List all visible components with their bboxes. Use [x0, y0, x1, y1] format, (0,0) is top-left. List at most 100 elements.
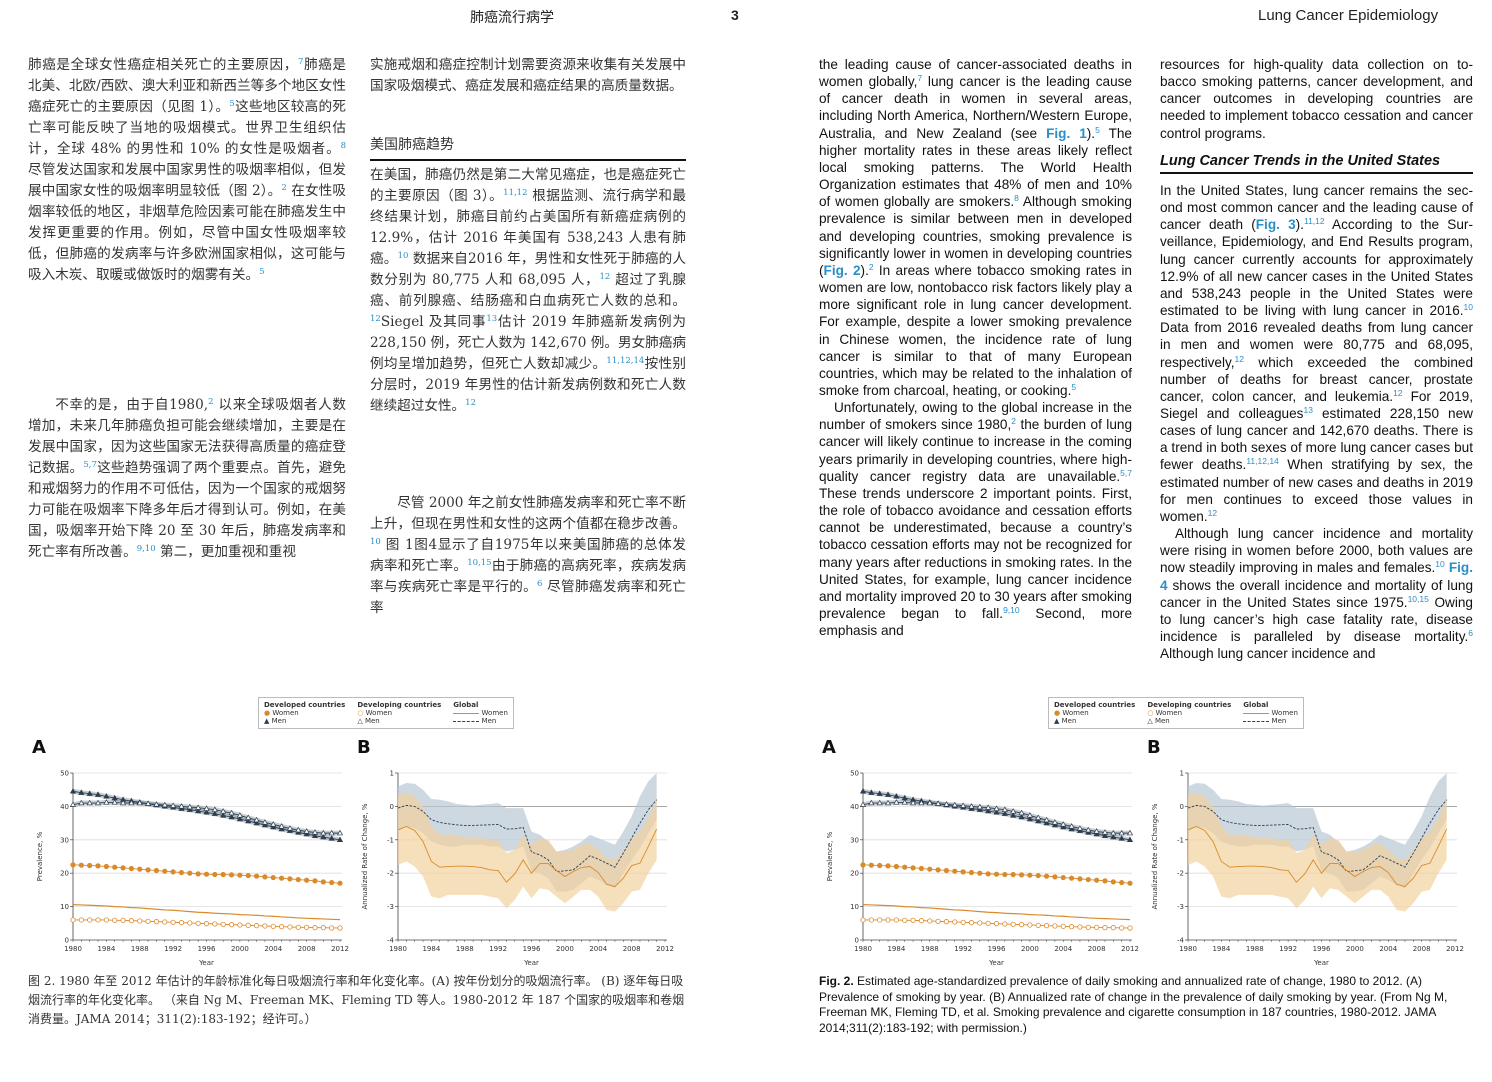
triangle-marker: [336, 836, 344, 842]
y-tick-label: 20: [850, 870, 859, 878]
circle-marker: [228, 872, 235, 878]
x-tick-label: 2008: [1413, 945, 1431, 953]
solid-line-icon: [453, 712, 480, 714]
citation-ref[interactable]: 10: [1463, 302, 1473, 313]
citation-ref[interactable]: 10,15: [467, 558, 492, 568]
citation-ref[interactable]: 7: [297, 57, 304, 67]
x-tick-label: 1980: [64, 945, 82, 953]
circle-marker: [935, 918, 941, 924]
x-tick-label: 1988: [921, 945, 939, 953]
citation-ref[interactable]: 12: [370, 314, 381, 324]
circle-marker: [312, 878, 318, 884]
circle-marker: [952, 919, 958, 925]
citation-ref[interactable]: 11,12,14: [606, 356, 645, 366]
triangle-marker: [86, 799, 93, 806]
citation-ref[interactable]: 5: [259, 267, 265, 277]
x-tick-label: 1984: [97, 945, 115, 953]
triangle-marker: [220, 812, 227, 818]
dashed-line-icon: [453, 720, 480, 722]
citation-ref[interactable]: 7: [917, 73, 923, 84]
zh-paragraph: 肺癌是全球女性癌症相关死亡的主要原因，7肺癌是北美、北欧/西欧、澳大利亚和新西兰…: [28, 57, 347, 283]
citation-ref[interactable]: 2: [208, 397, 214, 407]
zh-paragraph: 实施戒烟和癌症控制计划需要资源来收集有关发展中国家吸烟模式、癌症发展和癌症结果的…: [370, 57, 686, 94]
x-tick-label: 1988: [1246, 945, 1264, 953]
citation-ref[interactable]: 13: [486, 314, 498, 324]
triangle-marker: [186, 803, 193, 810]
circle-marker: [1077, 924, 1083, 930]
triangle-marker: [1026, 812, 1033, 818]
citation-ref[interactable]: 12: [599, 272, 611, 282]
circle-marker: [262, 874, 268, 880]
citation-ref[interactable]: 6: [537, 579, 543, 589]
citation-ref[interactable]: 5: [229, 99, 235, 109]
citation-ref[interactable]: 11,12: [1303, 216, 1325, 227]
circle-marker: [187, 870, 193, 876]
citation-ref[interactable]: 12: [465, 398, 476, 408]
circle-marker: [203, 921, 210, 927]
citation-ref[interactable]: 9,10: [136, 544, 156, 554]
triangle-marker: [1110, 829, 1117, 836]
figure-link[interactable]: Fig. 1: [1046, 125, 1087, 141]
citation-ref[interactable]: 8: [1014, 193, 1019, 204]
caption-label: Fig. 2.: [819, 974, 854, 988]
citation-ref[interactable]: 5,7: [1120, 467, 1132, 478]
circle-marker: [927, 866, 933, 872]
x-tick-label: 2012: [331, 945, 349, 953]
triangle-marker: [960, 802, 967, 808]
citation-ref[interactable]: 5: [1071, 381, 1077, 392]
citation-ref[interactable]: 10: [397, 251, 409, 261]
circle-marker: [278, 924, 285, 930]
citation-ref[interactable]: 10: [370, 537, 381, 547]
citation-ref[interactable]: 2: [281, 183, 287, 193]
zh-paragraph: 尽管 2000 年之前女性肺癌发病率和死亡率不断上升，但现在男性和女性的这两个值…: [370, 495, 686, 616]
citation-ref[interactable]: 10: [1435, 559, 1445, 570]
en-paragraph: resources for high-quality data collecti…: [1160, 57, 1473, 141]
triangle-marker: [103, 793, 110, 799]
triangle-marker: [245, 814, 252, 820]
circle-marker: [860, 862, 866, 868]
circle-marker: [128, 918, 135, 924]
y-tick-label: 10: [60, 903, 69, 911]
citation-ref[interactable]: 2: [868, 261, 874, 272]
circle-marker: [278, 875, 285, 881]
circle-marker: [137, 866, 143, 872]
citation-ref[interactable]: 5: [1095, 124, 1100, 135]
citation-ref[interactable]: 11,12,14: [1246, 456, 1279, 467]
triangle-marker: [78, 789, 85, 795]
citation-ref[interactable]: 6: [1468, 628, 1473, 638]
legend-item: △ Men: [357, 717, 380, 725]
citation-ref[interactable]: 12: [1207, 507, 1218, 518]
citation-ref[interactable]: 10,15: [1407, 593, 1429, 604]
figure-link[interactable]: Fig. 2: [823, 262, 861, 278]
triangle-marker: [236, 815, 243, 822]
y-tick-label: -4: [387, 937, 395, 945]
circle-marker: [270, 923, 276, 929]
circle-marker: [304, 924, 310, 930]
y-tick-label: 30: [60, 836, 69, 844]
triangle-marker: [1001, 806, 1008, 812]
triangle-marker: [868, 799, 875, 806]
panel-label: A: [32, 737, 46, 758]
citation-ref[interactable]: 5,7: [83, 460, 97, 470]
citation-ref[interactable]: 8: [340, 141, 346, 151]
section-heading: Lung Cancer Trends in the United States: [1160, 153, 1473, 174]
triangle-marker: [311, 829, 319, 835]
circle-marker: [212, 921, 218, 927]
citation-ref[interactable]: 12: [1234, 353, 1245, 364]
figure-link[interactable]: Fig. 3: [1255, 217, 1296, 233]
triangle-marker: [86, 790, 93, 796]
circle-marker: [128, 865, 135, 872]
citation-ref[interactable]: 13: [1303, 404, 1313, 415]
circle-marker: [1035, 922, 1041, 928]
citation-ref[interactable]: 9,10: [1003, 605, 1020, 615]
figure-link[interactable]: Fig. 4: [1160, 560, 1474, 593]
citation-ref[interactable]: 12: [1393, 387, 1403, 398]
circle-marker: [952, 868, 958, 874]
triangle-marker: [934, 800, 942, 806]
circle-marker: [87, 862, 93, 869]
circle-marker: [253, 873, 260, 879]
en-paragraph: Although lung cancer incidence and morta…: [1160, 526, 1474, 662]
citation-ref[interactable]: 11,12: [503, 188, 528, 198]
citation-ref[interactable]: 2: [1011, 416, 1017, 427]
triangle-marker: [976, 803, 983, 810]
